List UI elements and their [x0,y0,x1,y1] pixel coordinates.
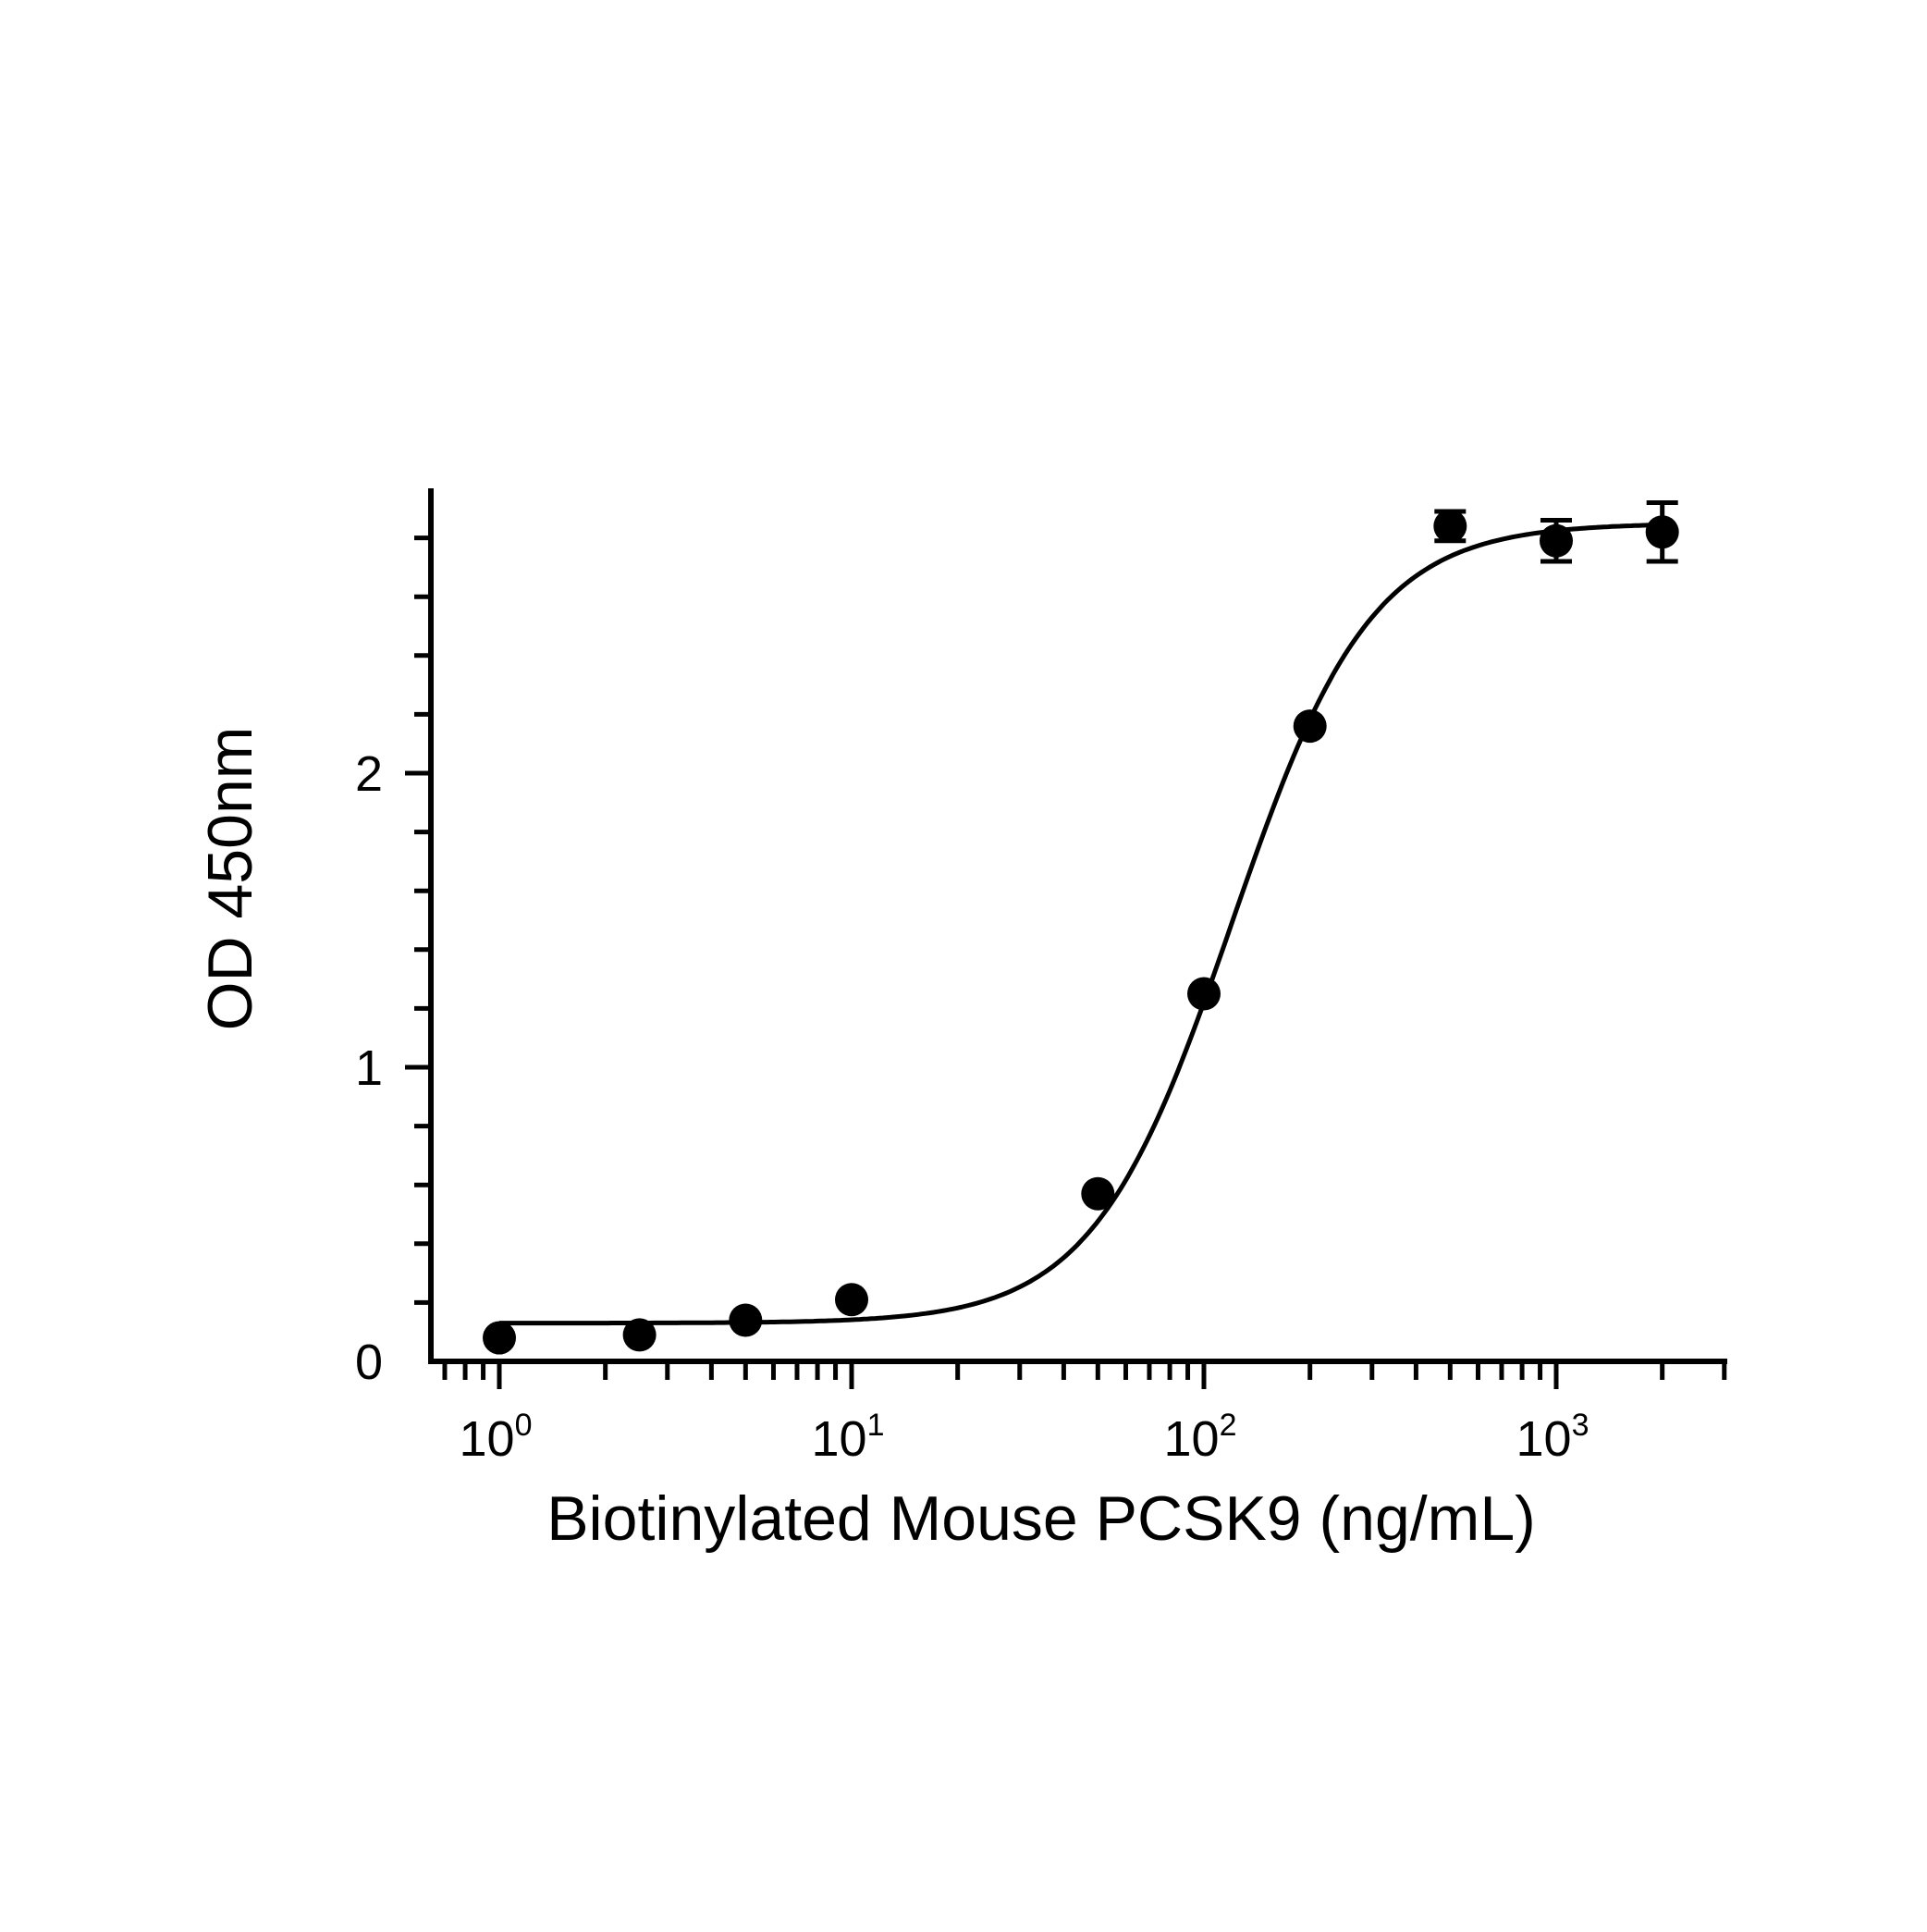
x-tick-label-base: 10 [812,1411,867,1467]
y-tick-label: 2 [355,746,383,802]
axes [405,488,1727,1389]
data-point [1645,515,1679,549]
y-tick-label: 0 [355,1335,383,1390]
fit-curve-group [499,523,1663,1326]
x-tick-label-exponent: 2 [1220,1408,1237,1443]
x-tick-label-base: 10 [1516,1411,1572,1467]
data-points [483,499,1679,1355]
data-point [1540,523,1573,558]
data-point [1293,709,1327,744]
x-axis-title: Biotinylated Mouse PCSK9 (ng/mL) [546,1483,1536,1554]
data-point [1187,977,1221,1011]
y-tick-label: 1 [355,1040,383,1096]
data-point [1433,509,1467,543]
x-tick-label: 103 [1516,1408,1589,1467]
y-axis-title: OD 450nm [195,727,265,1031]
data-point [483,1321,516,1355]
data-point [1081,1176,1115,1211]
x-tick-label: 102 [1164,1408,1237,1467]
data-point [729,1303,763,1337]
x-tick-label-exponent: 0 [515,1408,533,1443]
data-point [622,1318,657,1352]
fit-curve [499,523,1663,1326]
x-tick-label: 101 [812,1408,885,1467]
x-tick-label: 100 [460,1408,533,1467]
data-point [835,1283,868,1317]
x-tick-label-base: 10 [460,1411,515,1467]
x-tick-label-exponent: 3 [1572,1408,1589,1443]
x-tick-label-exponent: 1 [867,1408,885,1443]
x-tick-label-base: 10 [1164,1411,1220,1467]
